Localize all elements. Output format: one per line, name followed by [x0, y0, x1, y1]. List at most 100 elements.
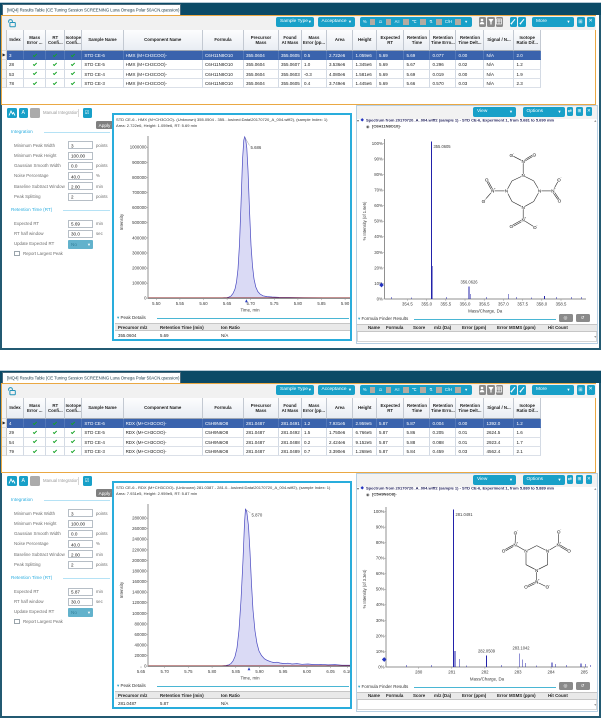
svg-text:358.5: 358.5	[556, 302, 567, 307]
svg-text:0%: 0%	[378, 664, 384, 669]
svg-text:0: 0	[144, 664, 147, 669]
svg-text:O: O	[533, 225, 537, 230]
svg-text:0%: 0%	[377, 296, 383, 301]
svg-text:+: +	[524, 216, 526, 220]
svg-text:10%: 10%	[374, 281, 383, 286]
svg-text:355.0: 355.0	[421, 302, 432, 307]
svg-text:6.00: 6.00	[303, 669, 312, 674]
svg-text:100%: 100%	[374, 509, 385, 514]
svg-text:70%: 70%	[374, 188, 383, 193]
svg-text:Intensity: Intensity	[119, 581, 124, 598]
svg-text:N: N	[522, 173, 525, 178]
svg-text:70%: 70%	[376, 556, 385, 561]
svg-text:284: 284	[548, 670, 556, 675]
svg-text:5.65: 5.65	[137, 669, 146, 674]
svg-text:60000: 60000	[135, 632, 148, 637]
svg-text:300000: 300000	[132, 250, 147, 255]
svg-text:120000: 120000	[132, 600, 147, 605]
svg-text:5.50: 5.50	[152, 301, 161, 306]
svg-text:N: N	[513, 542, 516, 547]
svg-text:100000: 100000	[132, 281, 147, 286]
svg-text:281: 281	[448, 670, 456, 675]
svg-text:N: N	[522, 205, 525, 210]
svg-text:N: N	[522, 218, 525, 223]
svg-text:5.75: 5.75	[270, 301, 279, 306]
svg-text:355.0605: 355.0605	[434, 144, 452, 149]
svg-text:600000: 600000	[132, 205, 147, 210]
svg-text:O: O	[524, 585, 528, 590]
svg-text:O: O	[557, 177, 561, 182]
svg-text:900000: 900000	[132, 160, 147, 165]
svg-text:N: N	[535, 580, 538, 585]
svg-text:O: O	[485, 177, 489, 182]
svg-text:220000: 220000	[132, 547, 147, 552]
svg-text:60%: 60%	[376, 571, 385, 576]
svg-text:354.5: 354.5	[402, 302, 413, 307]
svg-text:280000: 280000	[132, 516, 147, 521]
svg-text:N: N	[522, 159, 525, 164]
svg-text:357.0: 357.0	[498, 302, 509, 307]
svg-text:5.90: 5.90	[255, 669, 264, 674]
svg-text:O: O	[558, 198, 562, 203]
svg-text:160000: 160000	[132, 579, 147, 584]
svg-text:+: +	[538, 578, 540, 582]
svg-text:Mass/Charge, Da: Mass/Charge, Da	[468, 309, 503, 314]
svg-text:O: O	[532, 152, 536, 157]
svg-text:0: 0	[144, 296, 147, 301]
svg-text:-: -	[485, 197, 486, 201]
svg-text:282.0509: 282.0509	[478, 649, 496, 654]
svg-text:1000000: 1000000	[130, 145, 147, 150]
svg-text:356.0: 356.0	[460, 302, 471, 307]
svg-text:280: 280	[415, 670, 423, 675]
svg-text:5.90: 5.90	[341, 301, 350, 306]
svg-text:800000: 800000	[132, 175, 147, 180]
svg-text:5.65: 5.65	[223, 301, 232, 306]
svg-text:N: N	[524, 549, 527, 554]
svg-text:20000: 20000	[135, 653, 148, 658]
svg-text:Mass/Charge, Da: Mass/Charge, Da	[470, 677, 505, 682]
svg-text:% Intensity (of 1.6e5): % Intensity (of 1.6e5)	[362, 201, 367, 240]
svg-text:O: O	[482, 199, 486, 204]
svg-text:5.95: 5.95	[279, 669, 288, 674]
svg-text:282: 282	[481, 670, 489, 675]
svg-text:355.5: 355.5	[440, 302, 451, 307]
svg-text:O: O	[509, 153, 513, 158]
svg-text:100000: 100000	[132, 611, 147, 616]
svg-text:5.85: 5.85	[317, 301, 326, 306]
svg-text:240000: 240000	[132, 537, 147, 542]
svg-text:80000: 80000	[135, 621, 148, 626]
svg-text:10%: 10%	[376, 649, 385, 654]
svg-text:700000: 700000	[132, 190, 147, 195]
svg-text:O: O	[502, 549, 506, 554]
svg-text:+: +	[559, 540, 561, 544]
svg-text:N: N	[538, 189, 541, 194]
svg-text:60%: 60%	[374, 203, 383, 208]
svg-text:283.1042: 283.1042	[512, 646, 530, 651]
svg-text:O: O	[514, 531, 518, 536]
svg-text:30%: 30%	[376, 618, 385, 623]
svg-text:O: O	[509, 224, 513, 229]
svg-text:N: N	[505, 189, 508, 194]
svg-text:N: N	[546, 549, 549, 554]
svg-text:40%: 40%	[376, 602, 385, 607]
svg-text:50%: 50%	[376, 587, 385, 592]
svg-text:90%: 90%	[374, 156, 383, 161]
svg-text:40000: 40000	[135, 643, 148, 648]
svg-text:20%: 20%	[374, 265, 383, 270]
svg-text:358.0: 358.0	[536, 302, 547, 307]
svg-text:5.80: 5.80	[294, 301, 303, 306]
svg-text:100%: 100%	[372, 141, 383, 146]
svg-text:5.70: 5.70	[161, 669, 170, 674]
svg-text:90%: 90%	[376, 524, 385, 529]
svg-text:-: -	[536, 223, 537, 227]
svg-text:N: N	[491, 189, 494, 194]
svg-text:+: +	[516, 540, 518, 544]
svg-text:Time, min: Time, min	[240, 675, 260, 680]
svg-text:Intensity: Intensity	[119, 213, 124, 230]
svg-text:5.870: 5.870	[252, 513, 263, 518]
svg-text:+: +	[494, 187, 496, 191]
svg-text:260000: 260000	[132, 526, 147, 531]
svg-text:200000: 200000	[132, 266, 147, 271]
svg-text:-: -	[549, 583, 550, 587]
svg-text:20%: 20%	[376, 633, 385, 638]
